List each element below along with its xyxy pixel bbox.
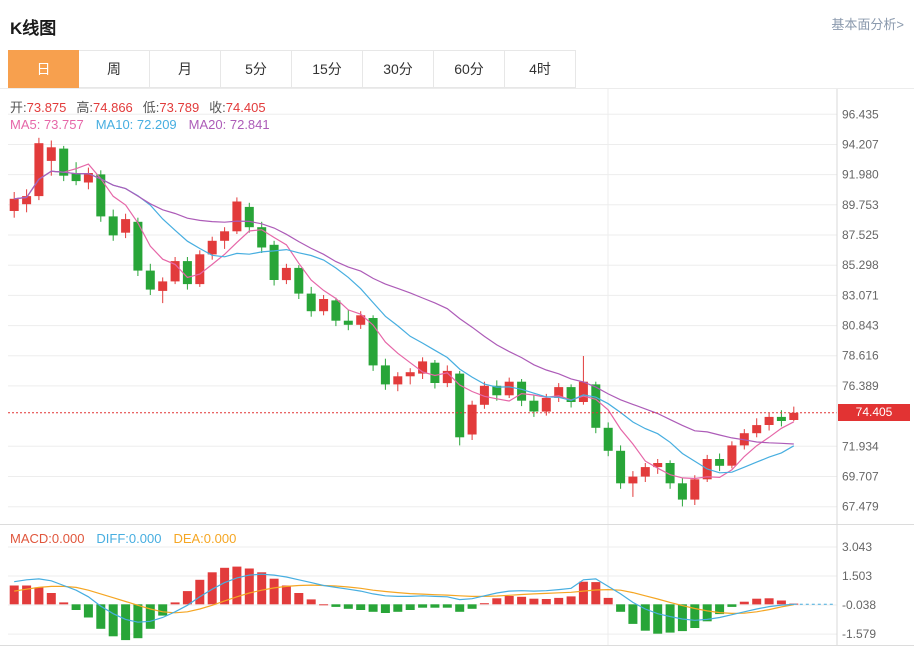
- svg-text:91.980: 91.980: [842, 168, 879, 182]
- ohlc-item: 高:74.866: [76, 100, 133, 115]
- kline-chart-panel: 96.435 94.207 91.980 89.753 87.525 85.298 83.0…: [0, 89, 914, 524]
- svg-text:-1.579: -1.579: [842, 627, 876, 641]
- ohlc-legend: 开:73.875 高:74.866 低:73.789 收:74.405: [10, 97, 276, 116]
- svg-text:83.071: 83.071: [842, 288, 879, 302]
- macd-legend-item: DEA:0.000: [173, 531, 237, 546]
- ohlc-item: 收:74.405: [209, 100, 266, 115]
- period-tab-4[interactable]: 15分: [292, 50, 363, 88]
- svg-text:1.503: 1.503: [842, 569, 872, 583]
- period-tab-3[interactable]: 5分: [221, 50, 292, 88]
- svg-text:71.934: 71.934: [842, 439, 879, 453]
- svg-text:87.525: 87.525: [842, 228, 879, 242]
- svg-text:78.616: 78.616: [842, 349, 879, 363]
- svg-text:69.707: 69.707: [842, 470, 879, 484]
- ohlc-item: 低:73.789: [142, 100, 200, 115]
- macd-legend-item: DIFF:0.000: [96, 531, 162, 546]
- period-tab-2[interactable]: 月: [150, 50, 221, 88]
- ohlc-item: 开:73.875: [10, 100, 67, 115]
- svg-text:76.389: 76.389: [842, 379, 879, 393]
- period-tab-7[interactable]: 4时: [505, 50, 576, 88]
- period-tabs: 日周月 5分 15分 30分 60分 4时: [0, 50, 914, 89]
- svg-text:80.843: 80.843: [842, 319, 879, 333]
- macd-panel: 3.043 1.503 -0.038 -1.579 MACD:0.000 DIFF:0.…: [0, 524, 914, 646]
- ma-legend-item: MA10: 72.209: [95, 117, 177, 132]
- macd-legend-item: MACD:0.000: [10, 531, 85, 546]
- macd-canvas[interactable]: 3.043 1.503 -0.038 -1.579: [0, 525, 914, 645]
- macd-legend: MACD:0.000 DIFF:0.000 DEA:0.000: [10, 531, 248, 546]
- ma-legend-item: MA20: 72.841: [188, 117, 270, 132]
- ma-legend-item: MA5: 73.757: [10, 117, 84, 132]
- svg-text:67.479: 67.479: [842, 500, 879, 514]
- period-tab-1[interactable]: 周: [79, 50, 150, 88]
- fundamental-analysis-link[interactable]: 基本面分析>: [831, 17, 904, 32]
- period-tab-0[interactable]: 日: [8, 50, 79, 88]
- current-price-tag: 74.405: [838, 404, 910, 421]
- svg-text:3.043: 3.043: [842, 540, 872, 554]
- ma-legend: MA5: 73.757 MA10: 72.209 MA20: 72.841: [10, 117, 282, 132]
- svg-text:85.298: 85.298: [842, 258, 879, 272]
- period-tab-5[interactable]: 30分: [363, 50, 434, 88]
- main-chart-canvas[interactable]: 96.435 94.207 91.980 89.753 87.525 85.298 83.0…: [0, 89, 914, 524]
- svg-text:-0.038: -0.038: [842, 598, 876, 612]
- header: K线图 基本面分析>: [0, 0, 914, 50]
- svg-text:94.207: 94.207: [842, 138, 879, 152]
- period-tab-6[interactable]: 60分: [434, 50, 505, 88]
- svg-text:96.435: 96.435: [842, 107, 879, 121]
- page-title: K线图: [10, 19, 57, 38]
- svg-text:89.753: 89.753: [842, 198, 879, 212]
